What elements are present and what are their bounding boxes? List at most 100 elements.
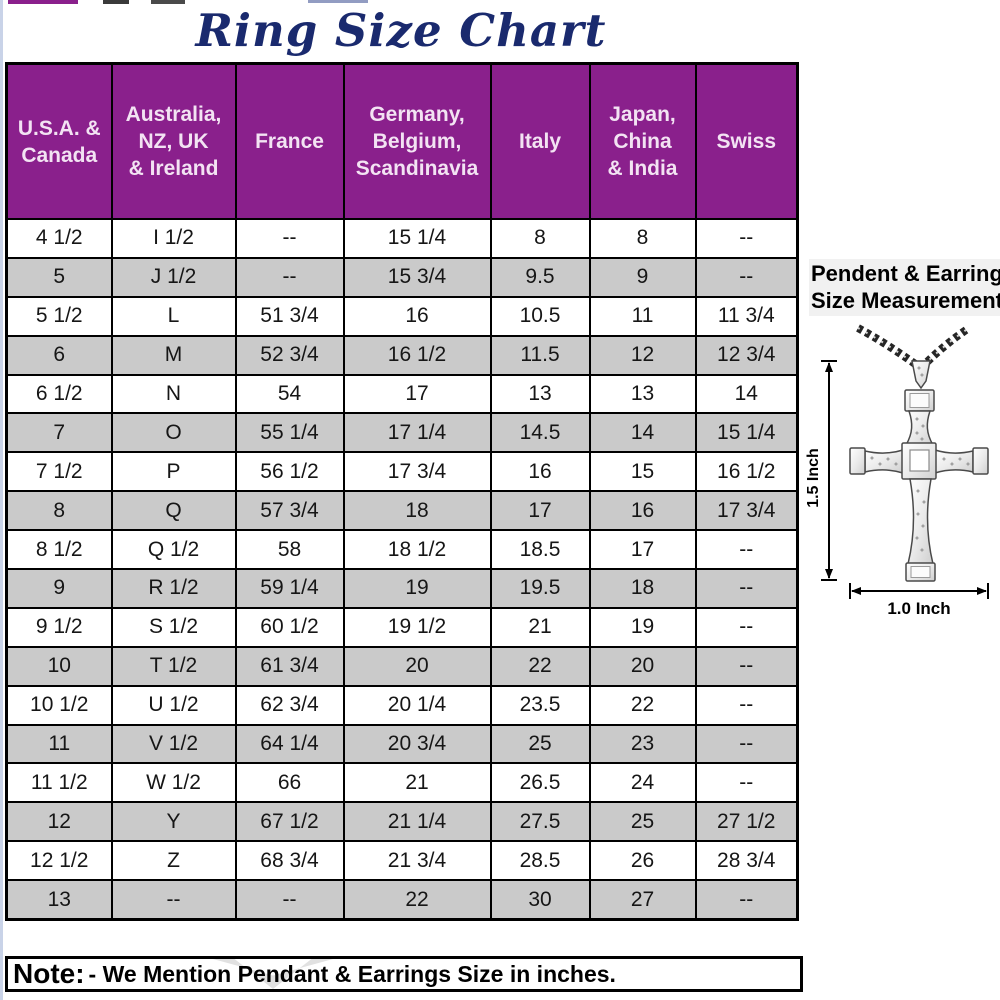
note-prefix: Note:: [13, 958, 85, 989]
table-cell: 67 1/2: [234, 801, 345, 843]
column-header: Australia, NZ, UK & Ireland: [110, 62, 237, 220]
table-row: 10 1/2 U 1/2 62 3/4 20 1/4 23.5 22 --: [5, 684, 799, 726]
table-cell: 13: [489, 373, 591, 415]
height-dimension-label: 1.5 Inch: [805, 448, 822, 508]
column-header: France: [234, 62, 345, 220]
table-cell: 68 3/4: [234, 840, 345, 882]
table-cell: N: [110, 373, 237, 415]
cropped-text-mark: [151, 0, 185, 4]
table-cell: 16 1/2: [342, 334, 492, 376]
table-cell: 14.5: [489, 412, 591, 454]
table-cell: 22: [489, 645, 591, 687]
table-cell: --: [234, 218, 345, 259]
table-cell: --: [694, 606, 799, 648]
table-cell: 14: [694, 373, 799, 415]
table-cell: 28 3/4: [694, 840, 799, 882]
table-cell: 11: [588, 295, 697, 337]
table-cell: 6 1/2: [5, 373, 113, 415]
table-row: 12 1/2 Z 68 3/4 21 3/4 28.5 26 28 3/4: [5, 840, 799, 882]
table-cell: 12 1/2: [5, 840, 113, 882]
table-cell: 12 3/4: [694, 334, 799, 376]
table-cell: 27 1/2: [694, 801, 799, 843]
table-row: 7 O 55 1/4 17 1/4 14.5 14 15 1/4: [5, 412, 799, 454]
column-header: Italy: [489, 62, 591, 220]
table-row: 8 Q 57 3/4 18 17 16 17 3/4: [5, 490, 799, 532]
height-dimension-line: [821, 360, 837, 581]
table-cell: 9 1/2: [5, 606, 113, 648]
table-header-row: U.S.A. & Canada Australia, NZ, UK & Ireland F…: [5, 62, 799, 220]
table-cell: I 1/2: [110, 218, 237, 259]
table-cell: T 1/2: [110, 645, 237, 687]
table-cell: 12: [5, 801, 113, 843]
table-cell: 28.5: [489, 840, 591, 882]
column-header: Swiss: [694, 62, 799, 220]
table-row: 9 1/2 S 1/2 60 1/2 19 1/2 21 19 --: [5, 606, 799, 648]
width-dimension-label: 1.0 Inch: [887, 599, 950, 618]
table-cell: 21: [342, 762, 492, 804]
table-row: 6 M 52 3/4 16 1/2 11.5 12 12 3/4: [5, 334, 799, 376]
pendant-panel-heading: Pendent & Earring Size Measurement: [809, 259, 1000, 316]
table-cell: 10.5: [489, 295, 591, 337]
page-title: Ring Size Chart: [195, 4, 607, 57]
column-header: U.S.A. & Canada: [5, 62, 113, 220]
table-cell: 51 3/4: [234, 295, 345, 337]
table-cell: J 1/2: [110, 256, 237, 298]
table-cell: 15 1/4: [342, 218, 492, 259]
table-cell: 16: [588, 490, 697, 532]
table-cell: 16: [342, 295, 492, 337]
table-row: 12 Y 67 1/2 21 1/4 27.5 25 27 1/2: [5, 801, 799, 843]
table-cell: 26: [588, 840, 697, 882]
table-cell: 20: [342, 645, 492, 687]
pendant-cross: [849, 389, 989, 582]
table-cell: 16: [489, 451, 591, 493]
table-cell: --: [694, 256, 799, 298]
table-cell: 62 3/4: [234, 684, 345, 726]
table-cell: 16 1/2: [694, 451, 799, 493]
cropped-text-artifact: [3, 0, 1000, 6]
table-cell: 13: [5, 879, 113, 921]
table-cell: 9: [5, 568, 113, 609]
table-cell: 23: [588, 723, 697, 765]
table-cell: 11 1/2: [5, 762, 113, 804]
table-row: 6 1/2 N 54 17 13 13 14: [5, 373, 799, 415]
table-cell: 11 3/4: [694, 295, 799, 337]
table-cell: V 1/2: [110, 723, 237, 765]
table-cell: --: [694, 762, 799, 804]
table-cell: Q 1/2: [110, 529, 237, 571]
table-cell: 19: [342, 568, 492, 609]
table-cell: 20: [588, 645, 697, 687]
pendant-panel-heading-line1: Pendent & Earring: [811, 261, 1000, 286]
table-cell: 19 1/2: [342, 606, 492, 648]
table-cell: M: [110, 334, 237, 376]
table-cell: 19.5: [489, 568, 591, 609]
table-row: 11 V 1/2 64 1/4 20 3/4 25 23 --: [5, 723, 799, 765]
table-cell: 11.5: [489, 334, 591, 376]
table-cell: 27: [588, 879, 697, 921]
table-cell: Y: [110, 801, 237, 843]
table-row: 11 1/2 W 1/2 66 21 26.5 24 --: [5, 762, 799, 804]
table-cell: --: [234, 879, 345, 921]
width-dimension-line: [849, 583, 989, 599]
table-cell: R 1/2: [110, 568, 237, 609]
table-cell: 22: [588, 684, 697, 726]
table-cell: 22: [342, 879, 492, 921]
table-cell: --: [694, 723, 799, 765]
table-cell: Z: [110, 840, 237, 882]
table-cell: 60 1/2: [234, 606, 345, 648]
table-cell: 64 1/4: [234, 723, 345, 765]
table-cell: 56 1/2: [234, 451, 345, 493]
table-cell: 25: [489, 723, 591, 765]
table-row: 10 T 1/2 61 3/4 20 22 20 --: [5, 645, 799, 687]
cross-pendant-necklace-icon: 1.5 Inch 1.0 Inch: [805, 324, 989, 618]
table-cell: 7: [5, 412, 113, 454]
table-cell: --: [694, 529, 799, 571]
table-cell: 15: [588, 451, 697, 493]
table-cell: W 1/2: [110, 762, 237, 804]
table-cell: S 1/2: [110, 606, 237, 648]
table-cell: --: [694, 568, 799, 609]
table-cell: 21 1/4: [342, 801, 492, 843]
table-cell: 26.5: [489, 762, 591, 804]
